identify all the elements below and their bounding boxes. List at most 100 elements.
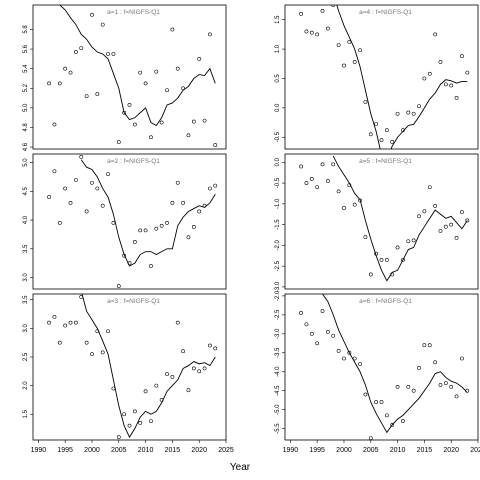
observation-point — [213, 183, 218, 188]
observation-point — [315, 32, 320, 37]
observation-point — [132, 409, 137, 414]
observation-point — [363, 392, 368, 397]
observation-point — [170, 375, 175, 379]
observation-point — [84, 340, 89, 345]
observation-point — [465, 388, 470, 393]
observation-point — [390, 140, 395, 144]
panel-frame — [32, 4, 227, 150]
observation-point — [138, 70, 143, 75]
observation-point — [63, 323, 68, 328]
observation-point — [331, 5, 336, 7]
y-tick-label: 4.0 — [23, 215, 29, 224]
observation-point — [127, 261, 132, 266]
observation-point — [208, 186, 212, 191]
observation-point — [73, 320, 78, 325]
observation-point — [127, 423, 132, 428]
observation-point — [165, 221, 169, 225]
observation-point — [342, 356, 346, 361]
observation-point — [358, 362, 362, 367]
observation-point — [460, 356, 464, 361]
observation-point — [320, 309, 325, 313]
observation-point — [84, 209, 89, 214]
y-tick-label: -0.5 — [275, 177, 281, 188]
observation-point — [374, 400, 379, 404]
y-tick-label: -3.0 — [275, 281, 281, 292]
observation-point — [379, 258, 384, 262]
observation-point — [325, 26, 330, 31]
observation-point — [433, 360, 438, 365]
observation-point — [63, 66, 68, 71]
x-tick-label: 2025 — [218, 447, 234, 454]
observation-point — [304, 29, 309, 34]
panel-data — [47, 294, 218, 440]
observation-point — [165, 88, 169, 93]
y-tick-label: 1.5 — [275, 15, 281, 24]
observation-point — [159, 398, 164, 402]
y-tick-label: -4.0 — [275, 366, 281, 377]
observation-point — [438, 60, 443, 64]
observation-point — [122, 253, 127, 258]
observation-point — [154, 383, 159, 388]
fitted-line — [59, 5, 216, 127]
y-tick-label: 2.0 — [23, 381, 29, 390]
observation-point — [73, 177, 78, 182]
observation-point — [159, 223, 164, 228]
observation-point — [417, 104, 421, 108]
observation-point — [47, 195, 51, 199]
observation-point — [352, 60, 357, 64]
observation-point — [406, 110, 411, 115]
observation-point — [465, 218, 470, 223]
x-tick-label: 2010 — [138, 447, 154, 454]
observation-point — [170, 27, 175, 32]
observation-point — [379, 138, 384, 143]
observation-point — [304, 322, 309, 327]
observation-point — [342, 63, 346, 68]
observation-point — [460, 210, 464, 215]
y-tick-label: -3.5 — [275, 347, 281, 358]
observation-point — [154, 226, 159, 231]
panel-1: a=1 : f=NIGFS-Q1 4.6 4.8 5.0 5.2 5.4 5.6 5.8 — [23, 4, 227, 151]
y-tick-label: 1.0 — [275, 44, 281, 53]
observation-point — [213, 346, 218, 351]
observation-point — [347, 40, 352, 44]
x-tick-label: 2020 — [443, 447, 459, 454]
observation-point — [149, 264, 153, 268]
observation-point — [427, 71, 432, 76]
observation-point — [449, 222, 454, 227]
y-tick-label: 0.5 — [275, 74, 281, 83]
panel-4: a=5 : f=NIGFS-Q1 -3.0 -2.5 -2.0 -1.5 -1.0 -0.5… — [275, 153, 479, 292]
observation-point — [84, 94, 89, 99]
panel-title: a=6 : f=NIGFS-Q1 — [359, 298, 412, 305]
x-tick-label: 2000 — [336, 447, 352, 454]
observation-point — [186, 388, 191, 393]
y-tick-label: -5.0 — [275, 404, 281, 415]
x-tick-label: 2000 — [84, 447, 100, 454]
observation-point — [95, 329, 100, 334]
observation-point — [111, 221, 116, 225]
x-axis-label: Year — [230, 462, 251, 473]
observation-point — [395, 111, 400, 116]
observation-point — [422, 209, 427, 214]
panel-title: a=3 : f=NIGFS-Q1 — [107, 298, 160, 305]
observation-point — [454, 236, 459, 240]
observation-point — [374, 251, 379, 256]
observation-point — [401, 128, 405, 133]
observation-point — [90, 180, 94, 185]
observation-point — [208, 32, 212, 37]
y-tick-label: 0.0 — [275, 103, 281, 112]
observation-point — [320, 8, 325, 13]
y-tick-label: -3.0 — [275, 328, 281, 339]
observation-point — [336, 43, 341, 47]
observation-point — [384, 413, 389, 418]
observation-point — [197, 56, 202, 61]
y-tick-label: 5.0 — [23, 158, 29, 167]
fitted-line — [332, 155, 468, 282]
observation-point — [116, 435, 121, 440]
panel-frame — [284, 153, 479, 290]
observation-point — [411, 388, 416, 393]
x-tick-label: 1990 — [283, 447, 299, 454]
observation-point — [320, 162, 325, 167]
observation-point — [111, 52, 116, 56]
observation-point — [422, 343, 427, 348]
